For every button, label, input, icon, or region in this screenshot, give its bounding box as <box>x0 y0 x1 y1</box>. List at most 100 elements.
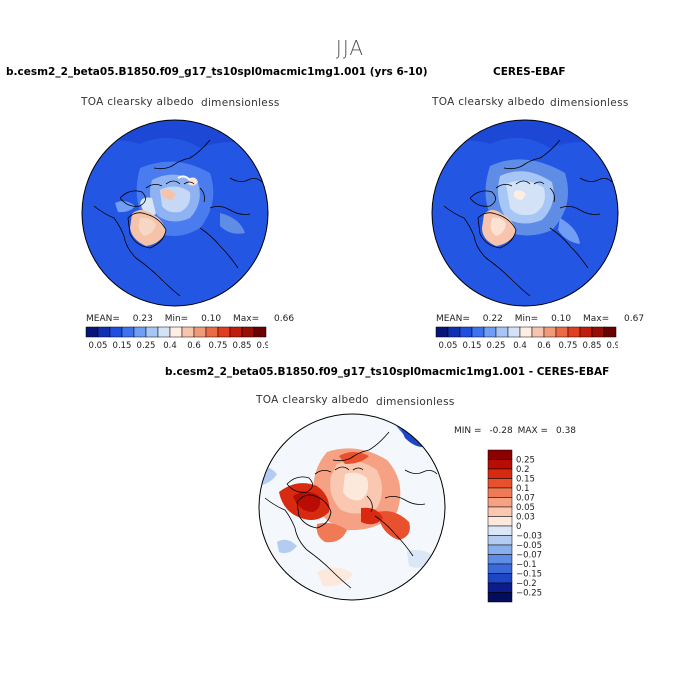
map-border <box>81 119 269 307</box>
diff-variable-label: TOA clearsky albedo <box>256 394 369 406</box>
left-variable-label: TOA clearsky albedo <box>81 96 194 108</box>
colorbar-swatch <box>555 326 569 338</box>
diff-map <box>258 413 446 601</box>
diff-stats: MIN = -0.28 MAX = 0.38 <box>454 426 576 436</box>
colorbar-tick-label: 0.95 <box>607 341 618 350</box>
colorbar-tick-label: 0.25 <box>516 456 535 466</box>
colorbar-swatch <box>519 326 533 338</box>
colorbar-swatch <box>109 326 123 338</box>
colorbar-swatch <box>459 326 473 338</box>
colorbar-swatch <box>157 326 171 338</box>
min-label: Min= <box>164 314 189 324</box>
colorbar-swatch <box>487 487 513 498</box>
min-label: MIN = <box>454 426 482 436</box>
colorbar-swatch <box>145 326 159 338</box>
colorbar-swatch <box>487 535 513 546</box>
colorbar-tick-label: 0.75 <box>209 341 228 350</box>
colorbar-swatch <box>507 326 521 338</box>
colorbar-tick-label: 0.85 <box>233 341 252 350</box>
left-stats: MEAN= 0.23 Min= 0.10 Max= 0.66 <box>86 314 294 324</box>
diff-panel-title: b.cesm2_2_beta05.B1850.f09_g17_ts10spl0m… <box>165 366 610 378</box>
mean-value: 0.23 <box>132 314 153 324</box>
colorbar-tick-label: 0.25 <box>137 341 156 350</box>
colorbar-swatch <box>487 497 513 508</box>
colorbar-swatch <box>487 563 513 574</box>
colorbar-swatch <box>121 326 135 338</box>
season-title: JJA <box>335 36 365 60</box>
colorbar-swatch <box>487 468 513 479</box>
colorbar-tick-label: 0.1 <box>516 484 530 494</box>
diff-colorbar: 0.250.20.150.10.070.050.030−0.03−0.05−0.… <box>487 449 542 603</box>
colorbar-tick-label: −0.25 <box>516 589 542 599</box>
colorbar-swatch <box>241 326 255 338</box>
colorbar-tick-label: 0.15 <box>113 341 132 350</box>
colorbar-tick-label: −0.2 <box>516 579 537 589</box>
colorbar-swatch <box>487 525 513 536</box>
colorbar-tick-label: 0.25 <box>487 341 506 350</box>
colorbar-tick-label: 0.2 <box>516 465 530 475</box>
colorbar-tick-label: −0.07 <box>516 551 542 561</box>
mean-label: MEAN= <box>436 314 470 324</box>
colorbar-tick-label: 0.15 <box>463 341 482 350</box>
colorbar-swatch <box>487 506 513 517</box>
left-panel-title: b.cesm2_2_beta05.B1850.f09_g17_ts10spl0m… <box>6 66 428 78</box>
colorbar-swatch <box>603 326 617 338</box>
colorbar-swatch <box>229 326 243 338</box>
colorbar-tick-label: 0.4 <box>513 341 527 350</box>
map-border <box>258 413 446 601</box>
right-variable-label: TOA clearsky albedo <box>432 96 545 108</box>
colorbar-tick-label: 0.6 <box>187 341 201 350</box>
left-map <box>81 119 269 307</box>
colorbar-swatch <box>253 326 267 338</box>
colorbar-swatch <box>205 326 219 338</box>
diff-units-label: dimensionless <box>376 396 455 408</box>
max-label: Max= <box>583 314 610 324</box>
colorbar-swatch <box>487 554 513 565</box>
colorbar-swatch <box>487 544 513 555</box>
min-value: 0.10 <box>201 314 222 324</box>
colorbar-tick-label: 0 <box>516 522 521 532</box>
max-label: MAX = <box>517 426 549 436</box>
colorbar-swatch <box>487 459 513 470</box>
colorbar-swatch <box>169 326 183 338</box>
colorbar-tick-label: −0.1 <box>516 560 537 570</box>
colorbar-tick-label: −0.05 <box>516 541 542 551</box>
colorbar-swatch <box>543 326 557 338</box>
colorbar-tick-label: 0.75 <box>559 341 578 350</box>
colorbar-tick-label: 0.03 <box>516 513 535 523</box>
max-label: Max= <box>233 314 260 324</box>
colorbar-swatch <box>487 582 513 593</box>
colorbar-tick-label: −0.03 <box>516 532 542 542</box>
max-value: 0.67 <box>624 314 645 324</box>
colorbar-swatch <box>483 326 497 338</box>
colorbar-swatch <box>591 326 605 338</box>
colorbar-swatch <box>471 326 485 338</box>
colorbar-swatch <box>495 326 509 338</box>
left-units-label: dimensionless <box>201 97 280 109</box>
min-value: -0.28 <box>489 426 513 436</box>
colorbar-swatch <box>133 326 147 338</box>
colorbar-tick-label: 0.4 <box>163 341 177 350</box>
colorbar-swatch <box>579 326 593 338</box>
colorbar-swatch <box>193 326 207 338</box>
colorbar-swatch <box>487 516 513 527</box>
colorbar-swatch <box>487 592 513 603</box>
right-units-label: dimensionless <box>550 97 629 109</box>
colorbar-swatch <box>85 326 99 338</box>
coastlines <box>443 139 613 297</box>
coastlines <box>93 139 263 297</box>
max-value: 0.66 <box>274 314 295 324</box>
colorbar-swatch <box>487 449 513 460</box>
colorbar-swatch <box>567 326 581 338</box>
mean-label: MEAN= <box>86 314 120 324</box>
colorbar-tick-label: 0.05 <box>516 503 535 513</box>
right-colorbar: 0.05 0.15 0.25 0.4 0.6 0.75 0.85 0.95 <box>435 326 618 350</box>
coastlines <box>264 431 438 589</box>
right-panel-title: CERES-EBAF <box>493 66 566 78</box>
right-map <box>431 119 619 307</box>
left-colorbar: 0.05 0.15 0.25 0.4 0.6 0.75 0.85 0.95 <box>85 326 268 350</box>
colorbar-tick-label: 0.05 <box>89 341 108 350</box>
min-label: Min= <box>514 314 539 324</box>
colorbar-tick-label: 0.6 <box>537 341 551 350</box>
colorbar-swatch <box>97 326 111 338</box>
